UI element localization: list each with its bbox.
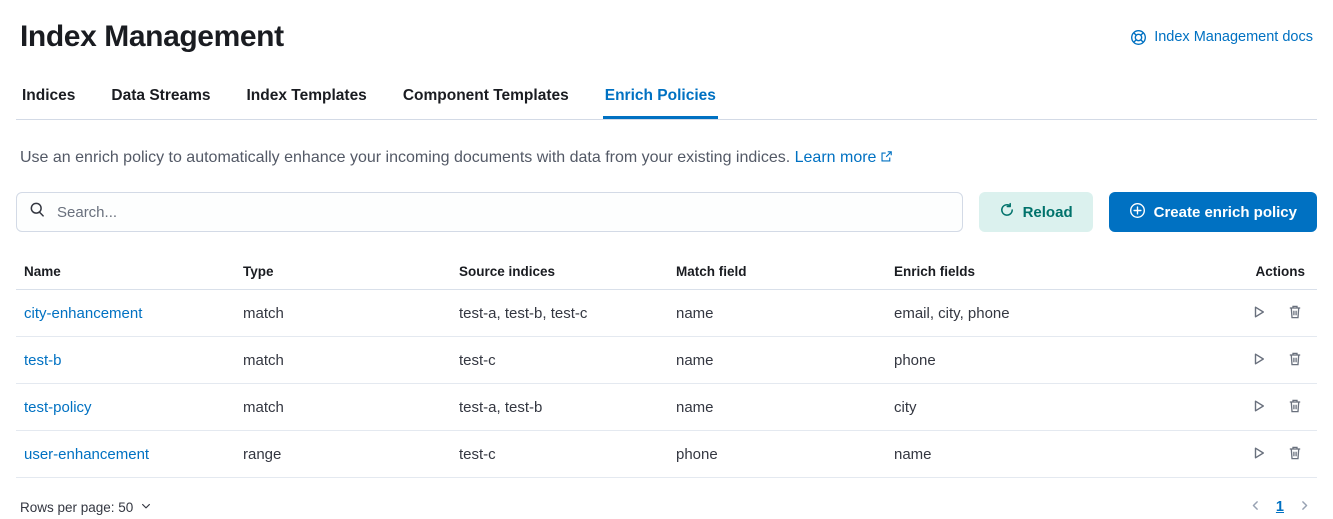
delete-policy-button[interactable] (1283, 394, 1307, 418)
rows-per-page-button[interactable]: Rows per page: 50 (20, 500, 152, 515)
tab-enrich-policies[interactable]: Enrich Policies (603, 82, 718, 119)
trash-icon (1287, 398, 1303, 414)
page-number-1[interactable]: 1 (1275, 499, 1284, 515)
create-button-label: Create enrich policy (1153, 203, 1297, 221)
policy-enrich-fields: name (894, 445, 932, 463)
docs-link[interactable]: Index Management docs (1130, 29, 1313, 46)
policy-name-link[interactable]: city-enhancement (24, 304, 143, 322)
column-header-enrich-fields: Enrich fields (894, 264, 976, 279)
toolbar: Reload Create enrich policy (16, 192, 1317, 232)
enrich-policies-table: Name Type Source indices Match field Enr… (16, 256, 1317, 478)
previous-page-button[interactable] (1247, 497, 1264, 517)
table-row: city-enhancement match test-a, test-b, t… (16, 290, 1317, 337)
policy-type: match (243, 351, 284, 369)
table-body: city-enhancement match test-a, test-b, t… (16, 290, 1317, 478)
description-body: Use an enrich policy to automatically en… (20, 149, 791, 166)
pagination: 1 (1247, 497, 1313, 517)
delete-policy-button[interactable] (1283, 300, 1307, 324)
search-input[interactable] (55, 202, 950, 222)
table-row: test-b match test-c name phone (16, 337, 1317, 384)
tab-component-templates[interactable]: Component Templates (402, 87, 569, 104)
play-icon (1251, 445, 1267, 461)
trash-icon (1287, 445, 1303, 461)
execute-policy-button[interactable] (1247, 347, 1271, 371)
policy-enrich-fields: phone (894, 351, 936, 369)
reload-button[interactable]: Reload (978, 192, 1093, 232)
chevron-right-icon (1298, 499, 1311, 515)
chevron-left-icon (1249, 499, 1262, 515)
execute-policy-button[interactable] (1247, 394, 1271, 418)
docs-link-label: Index Management docs (1154, 29, 1313, 45)
column-header-actions: Actions (1255, 264, 1305, 279)
tab-indices[interactable]: Indices (22, 87, 76, 104)
policy-source-indices: test-a, test-b, test-c (459, 304, 588, 322)
column-header-match-field: Match field (676, 264, 747, 279)
rows-per-page-label: Rows per page: 50 (20, 499, 134, 515)
policy-name-link[interactable]: test-b (24, 351, 62, 369)
tab-data-streams[interactable]: Data Streams (111, 87, 211, 104)
policy-match-field: name (676, 304, 714, 322)
policy-type: match (243, 304, 284, 322)
create-enrich-policy-button[interactable]: Create enrich policy (1108, 192, 1317, 232)
policy-source-indices: test-c (459, 445, 496, 463)
tab-bar: Indices Data Streams Index Templates Com… (16, 82, 1317, 120)
learn-more-link[interactable]: Learn more (795, 149, 894, 166)
policy-match-field: name (676, 351, 714, 369)
execute-policy-button[interactable] (1247, 300, 1271, 324)
tab-index-templates[interactable]: Index Templates (246, 87, 367, 104)
table-row: test-policy match test-a, test-b name ci… (16, 384, 1317, 431)
page-title: Index Management (20, 20, 284, 53)
column-header-source-indices: Source indices (459, 264, 556, 279)
plus-circle-icon (1129, 202, 1146, 223)
delete-policy-button[interactable] (1283, 347, 1307, 371)
policy-source-indices: test-a, test-b (459, 398, 543, 416)
policy-name-link[interactable]: test-policy (24, 398, 92, 416)
play-icon (1251, 398, 1267, 414)
description-text: Use an enrich policy to automatically en… (16, 146, 1317, 171)
policy-source-indices: test-c (459, 351, 496, 369)
table-footer: Rows per page: 50 1 (16, 497, 1317, 517)
policy-type: match (243, 398, 284, 416)
next-page-button[interactable] (1296, 497, 1313, 517)
help-lifebuoy-icon (1130, 29, 1147, 46)
column-header-name: Name (24, 264, 61, 279)
policy-match-field: name (676, 398, 714, 416)
policy-match-field: phone (676, 445, 718, 463)
policy-type: range (243, 445, 282, 463)
external-link-icon (880, 150, 893, 167)
chevron-down-icon (140, 500, 152, 515)
delete-policy-button[interactable] (1283, 441, 1307, 465)
page-header: Index Management Index Management docs (16, 0, 1317, 56)
table-row: user-enhancement range test-c phone name (16, 431, 1317, 478)
learn-more-label: Learn more (794, 149, 877, 166)
search-icon (29, 201, 46, 223)
play-icon (1251, 351, 1267, 367)
column-header-type: Type (243, 264, 274, 279)
search-box (16, 192, 963, 232)
policy-enrich-fields: city (894, 398, 917, 416)
trash-icon (1287, 304, 1303, 320)
policy-enrich-fields: email, city, phone (894, 304, 1010, 322)
policy-name-link[interactable]: user-enhancement (24, 445, 150, 463)
play-icon (1251, 304, 1267, 320)
execute-policy-button[interactable] (1247, 441, 1271, 465)
table-header-row: Name Type Source indices Match field Enr… (16, 256, 1317, 290)
trash-icon (1287, 351, 1303, 367)
reload-button-label: Reload (1022, 203, 1073, 221)
refresh-icon (999, 202, 1015, 222)
